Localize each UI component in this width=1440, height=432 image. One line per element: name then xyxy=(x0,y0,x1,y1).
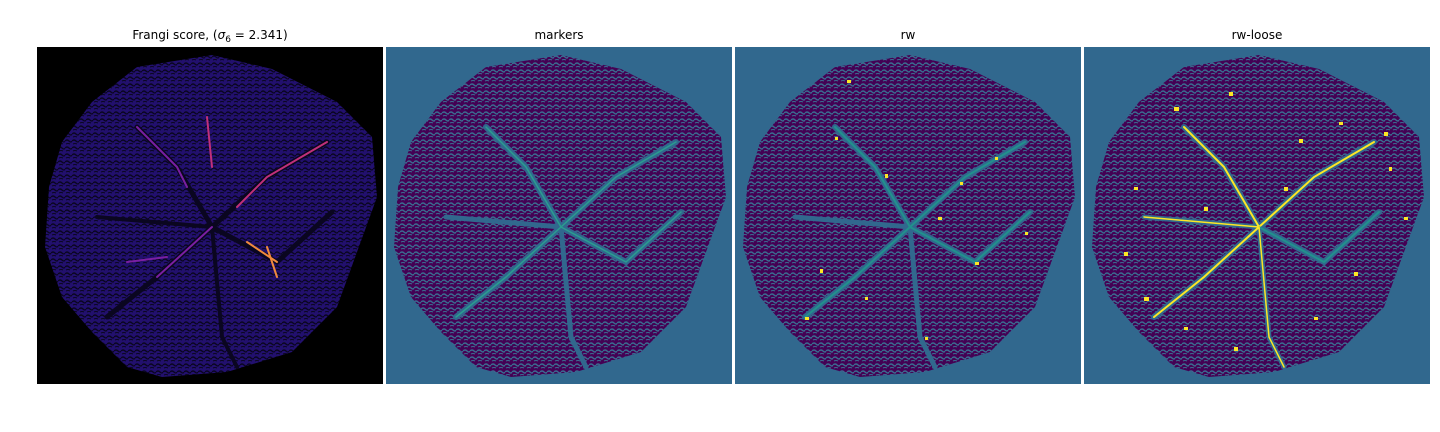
panel-title-rw: rw xyxy=(900,28,916,42)
frangi-image xyxy=(37,47,383,384)
panel-markers xyxy=(386,47,732,384)
panel-frangi-score xyxy=(37,47,383,384)
markers-image xyxy=(386,47,732,384)
panel-title-rw-loose: rw-loose xyxy=(1231,28,1283,42)
panel-title-markers: markers xyxy=(534,28,584,42)
panel-title-frangi: Frangi score, (σ6 = 2.341) xyxy=(132,28,288,45)
rw-loose-image xyxy=(1084,47,1430,384)
panel-rw xyxy=(735,47,1081,384)
rw-image xyxy=(735,47,1081,384)
panel-rw-loose xyxy=(1084,47,1430,384)
